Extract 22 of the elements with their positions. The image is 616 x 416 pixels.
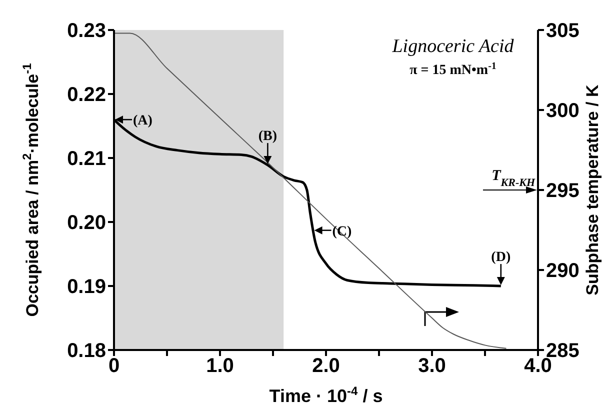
- y-tick-label: 0.22: [67, 84, 106, 106]
- y-tick-label: 0.21: [67, 148, 106, 170]
- y2-tick-label: 290: [546, 260, 580, 282]
- annotation: Lignoceric Acid: [391, 36, 514, 57]
- y-tick-label: 0.23: [67, 20, 106, 42]
- x-tick-label: 0: [108, 355, 120, 378]
- ref-line-label: T$_{KR-KH}$: [492, 168, 536, 189]
- x-tick-label: 2.0: [312, 355, 340, 378]
- y-tick-label: 0.20: [67, 212, 106, 234]
- y-tick-label: 0.18: [67, 340, 106, 362]
- annotation: π = 15 mN•m$^{-1}$: [410, 60, 496, 78]
- annotation: (A): [133, 114, 153, 129]
- y2-tick-label: 305: [546, 20, 580, 42]
- x-tick-label: 3.0: [418, 355, 446, 378]
- x-tick-label: 1.0: [206, 355, 234, 378]
- y2-tick-label: 300: [546, 100, 580, 122]
- annotation: (D): [491, 250, 511, 265]
- y2-axis-title: Subphase temperature / K: [583, 84, 602, 296]
- y-tick-label: 0.19: [67, 276, 106, 298]
- annotation: (B): [258, 129, 278, 144]
- x-axis-title: Time · 10$^{-4}$ / s: [269, 384, 383, 406]
- y2-tick-label: 295: [546, 180, 580, 202]
